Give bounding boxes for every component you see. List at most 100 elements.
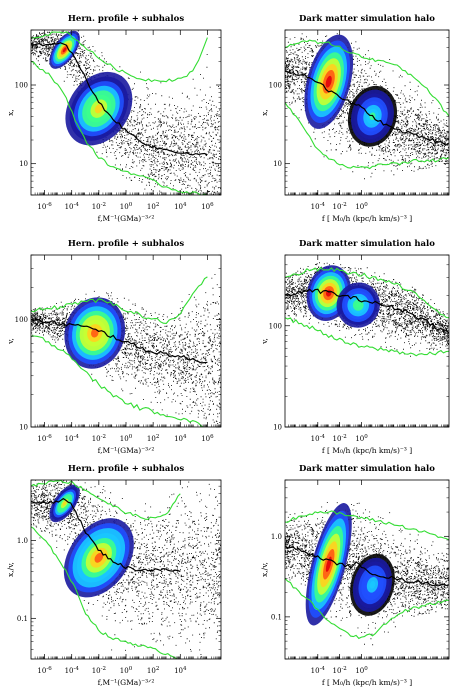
y-tick-label: 1.0 [17, 537, 28, 545]
scatter-points [31, 480, 221, 658]
panel-title: Dark matter simulation halo [299, 464, 435, 474]
envelope-upper-line [31, 480, 181, 520]
density-level [94, 104, 104, 114]
envelope-lower-line [285, 102, 449, 170]
y-tick-label: 100 [15, 316, 28, 324]
density-level [62, 47, 67, 53]
x-axis-label: f [ M₀/h (kpc/h km/s)⁻³ ] [322, 446, 412, 455]
x-tick-label: 10-4 [65, 434, 80, 443]
x-tick-label: 10-6 [37, 202, 52, 211]
plot-area [31, 274, 221, 427]
x-tick-label: 10-4 [311, 202, 326, 211]
envelope-lower-line [31, 526, 181, 659]
density-map [64, 297, 126, 369]
y-tick-label: 100 [269, 82, 282, 90]
x-tick-label: 102 [147, 666, 159, 675]
x-tick-label: 100 [120, 202, 133, 211]
x-tick-label: 10-2 [92, 434, 106, 443]
median-line [285, 70, 449, 146]
panel-title: Hern. profile + subhalos [68, 239, 184, 249]
y-axis-label: x, [6, 109, 15, 116]
density-map [49, 484, 134, 598]
x-tick-label: 10-2 [92, 202, 106, 211]
x-tick-label: 100 [355, 202, 368, 211]
panel-4: 10-4 10-2 100 10 100 Dark matter simulation h… [260, 239, 450, 455]
x-tick-label: 10-6 [37, 434, 52, 443]
y-axis-label: v, [6, 338, 15, 345]
x-tick-label: 106 [201, 434, 214, 443]
x-tick-label: 100 [355, 666, 368, 675]
panel-3: 10-6 10-4 10-2 100 102 104 106 10 100 Hern. profi… [6, 239, 222, 455]
panel-5: 10-6 10-4 10-2 100 102 104 0.1 1.0 Hern. profile… [6, 464, 222, 687]
median-line [31, 42, 208, 156]
y-axis-label: x, [260, 109, 269, 116]
envelope-lower-line [285, 578, 449, 640]
y-tick-label: 10 [273, 160, 282, 168]
density-level [355, 302, 361, 308]
x-axis-label: f,M⁻¹(GMa)⁻³ᐟ² [98, 214, 155, 223]
x-axis-label: f [ M₀/h (kpc/h km/s)⁻³ ] [322, 678, 412, 687]
envelope-upper-line [31, 276, 208, 324]
x-tick-label: 10-2 [333, 666, 347, 675]
envelope-upper-line [285, 266, 449, 319]
y-axis-label: x,/v, [6, 562, 15, 577]
panel-1: 10-6 10-4 10-2 100 102 104 106 10 100 Hern. profi… [6, 14, 222, 223]
y-tick-label: 10 [273, 424, 282, 432]
y-axis-label: v, [260, 338, 269, 345]
density-map [304, 34, 398, 147]
panel-frame [284, 29, 450, 196]
scatter-dots [31, 480, 221, 658]
scatter-points [31, 274, 221, 427]
envelope-upper-line [31, 31, 208, 83]
panel-frame [284, 254, 450, 428]
scatter-dots [285, 262, 449, 357]
x-tick-label: 104 [174, 666, 187, 675]
density-level [369, 580, 376, 589]
scatter-points [31, 30, 221, 195]
median-line [31, 318, 208, 364]
y-tick-label: 0.1 [17, 615, 28, 623]
x-tick-label: 102 [147, 434, 159, 443]
density-map [306, 265, 380, 328]
x-tick-label: 10-4 [311, 666, 326, 675]
x-tick-label: 102 [147, 202, 159, 211]
density-level [91, 328, 99, 338]
x-tick-label: 10-2 [333, 202, 347, 211]
y-tick-label: 0.1 [271, 613, 282, 621]
density-level [62, 501, 67, 506]
median-line [285, 288, 449, 334]
panel-6: 10-4 10-2 100 0.1 1.0 Dark matter simulation … [260, 464, 450, 687]
median-line [285, 545, 449, 587]
density-map [305, 503, 395, 626]
x-tick-label: 100 [120, 666, 133, 675]
y-tick-label: 100 [15, 82, 28, 90]
scatter-dots [31, 274, 221, 427]
x-tick-label: 106 [201, 202, 214, 211]
density-level [94, 552, 104, 563]
x-tick-label: 10-4 [65, 666, 80, 675]
y-axis-label: x,/v, [260, 562, 269, 577]
x-tick-label: 10-4 [65, 202, 80, 211]
panel-title: Hern. profile + subhalos [68, 464, 184, 474]
envelope-lower-line [31, 335, 208, 427]
scatter-points [285, 262, 449, 357]
x-tick-label: 104 [174, 202, 187, 211]
panel-title: Hern. profile + subhalos [68, 14, 184, 24]
panel-2: 10-4 10-2 100 10 100 Dark matter simulation h… [260, 14, 450, 223]
x-tick-label: 104 [174, 434, 187, 443]
x-tick-label: 10-2 [92, 666, 106, 675]
envelope-lower-line [285, 317, 449, 357]
density-level [325, 75, 332, 88]
y-tick-label: 10 [19, 424, 28, 432]
x-axis-label: f [ M₀/h (kpc/h km/s)⁻³ ] [322, 214, 412, 223]
plot-area [285, 33, 449, 180]
x-axis-label: f,M⁻¹(GMa)⁻³ᐟ² [98, 678, 155, 687]
x-tick-label: 100 [355, 434, 368, 443]
panel-title: Dark matter simulation halo [299, 14, 435, 24]
x-tick-label: 100 [120, 434, 133, 443]
plot-area [285, 262, 449, 357]
envelope-upper-line [285, 510, 449, 541]
y-tick-label: 100 [269, 322, 282, 330]
median-line [31, 497, 181, 573]
